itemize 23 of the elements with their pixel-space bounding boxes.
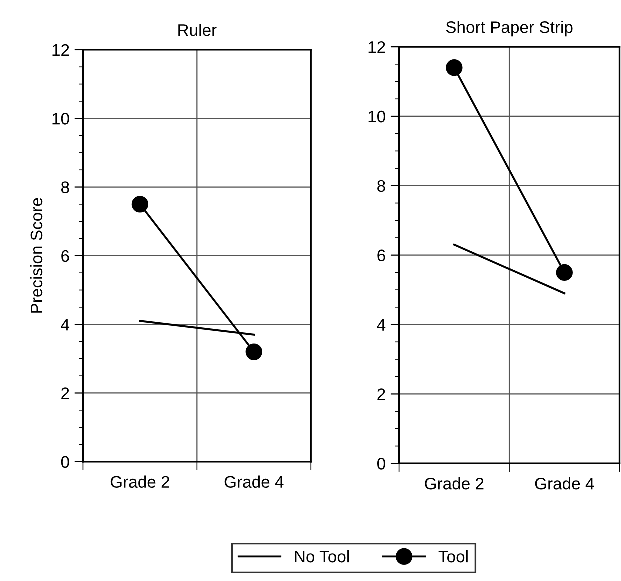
x-tick-label: Grade 2 (110, 476, 170, 488)
y-tick-label: 6 (62, 250, 70, 262)
x-tick-label: Grade 4 (535, 478, 594, 490)
y-tick-label: 10 (52, 113, 70, 125)
y-tick-label: 10 (368, 110, 386, 123)
y-tick-label: 0 (61, 456, 70, 468)
y-tick-label: 4 (61, 319, 70, 331)
y-tick-label: 0 (377, 458, 386, 470)
y-tick-label: 2 (62, 388, 70, 400)
y-axis-title: Precision Score (30, 198, 43, 313)
chart-title: Short Paper Strip (446, 21, 573, 37)
legend-label: Tool (438, 550, 468, 563)
y-tick-label: 6 (378, 250, 386, 262)
y-tick-label: 2 (378, 388, 386, 400)
legend-label: No Tool (295, 550, 350, 563)
y-tick-label: 12 (368, 41, 386, 54)
chart-title: Ruler (178, 24, 217, 36)
x-tick-label: Grade 4 (224, 476, 284, 488)
y-tick-label: 12 (52, 44, 70, 56)
y-tick-label: 4 (377, 319, 386, 331)
y-tick-label: 8 (378, 180, 386, 192)
x-tick-label: Grade 2 (425, 478, 484, 490)
y-tick-label: 8 (61, 182, 70, 194)
